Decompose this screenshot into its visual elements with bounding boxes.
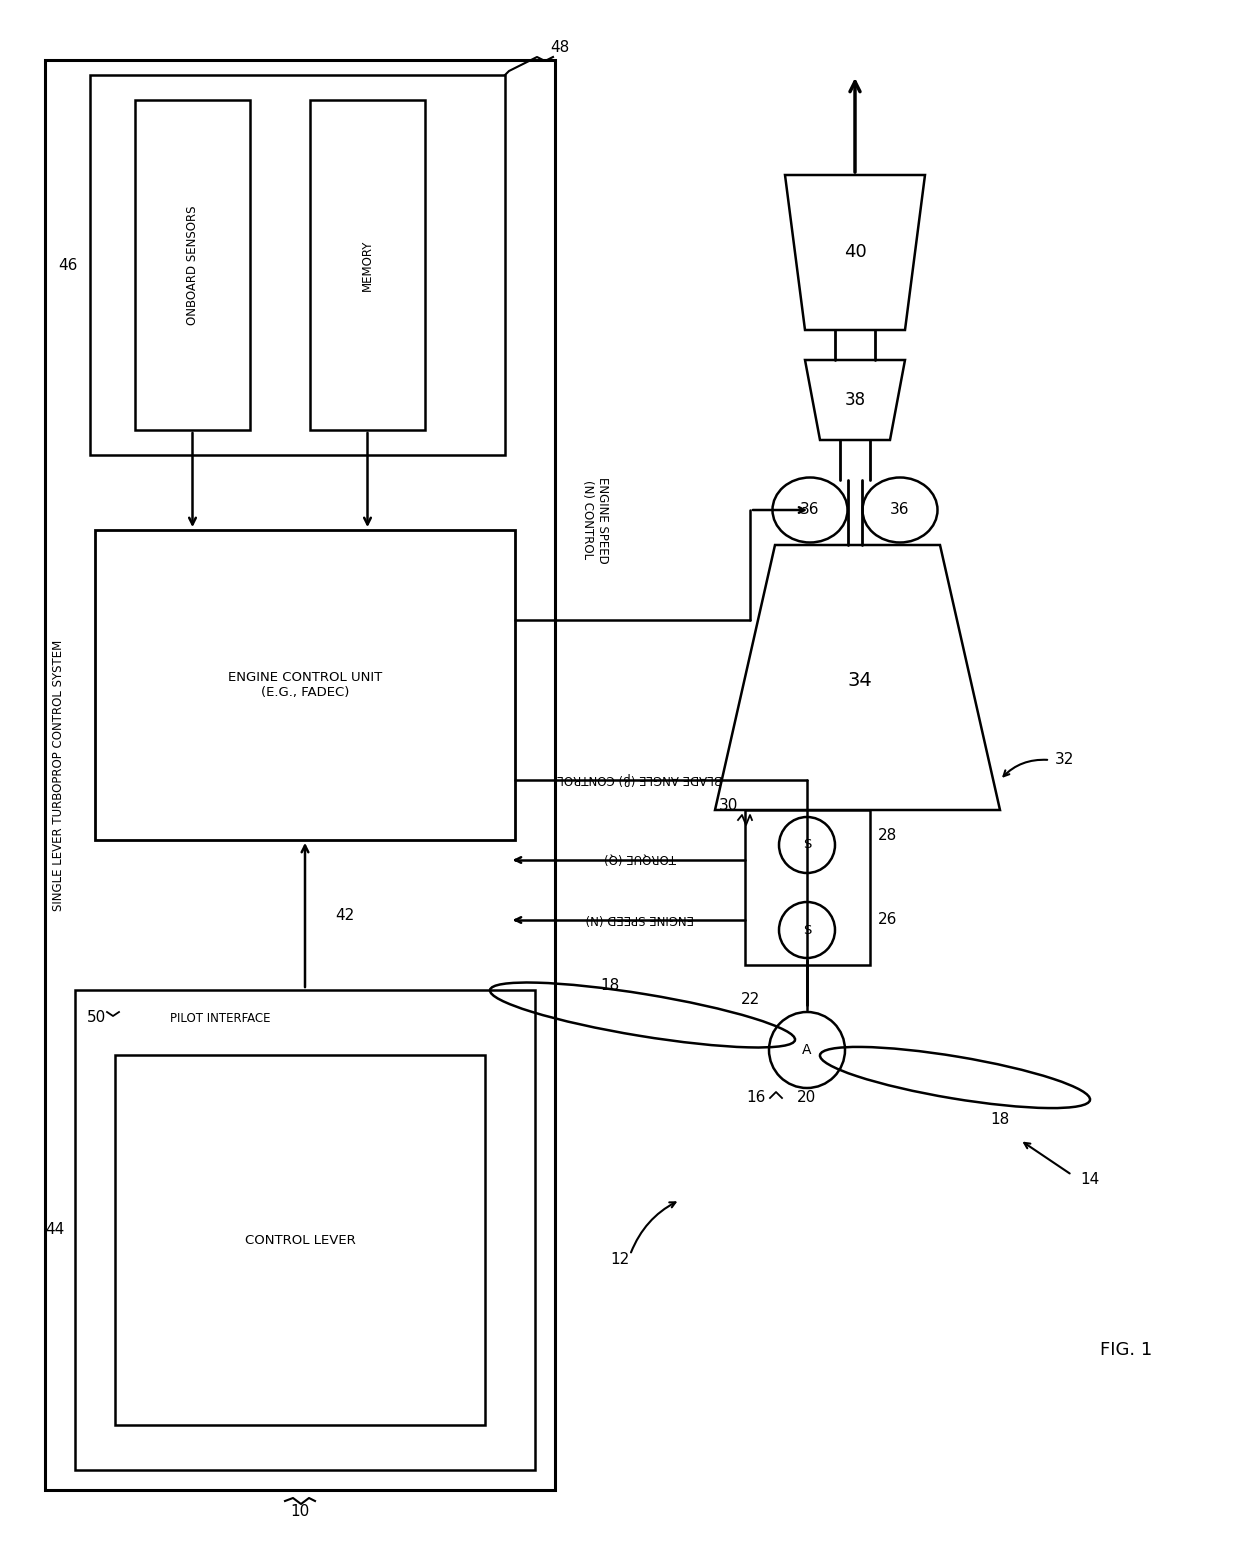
Text: 32: 32 bbox=[1055, 752, 1074, 768]
Text: 38: 38 bbox=[844, 392, 866, 409]
Bar bbox=[45, 60, 556, 1491]
Text: PILOT INTERFACE: PILOT INTERFACE bbox=[170, 1011, 270, 1025]
Bar bbox=[310, 101, 425, 430]
Text: S: S bbox=[802, 839, 811, 851]
Text: S: S bbox=[802, 924, 811, 937]
Text: ENGINE SPEED
(N) CONTROL: ENGINE SPEED (N) CONTROL bbox=[582, 477, 609, 563]
Text: 48: 48 bbox=[551, 40, 569, 54]
Text: ENGINE CONTROL UNIT
(E.G., FADEC): ENGINE CONTROL UNIT (E.G., FADEC) bbox=[228, 670, 382, 700]
Text: 34: 34 bbox=[848, 670, 873, 689]
Text: 44: 44 bbox=[46, 1223, 64, 1237]
Text: 20: 20 bbox=[797, 1090, 817, 1105]
Text: 10: 10 bbox=[290, 1505, 310, 1520]
Text: ONBOARD SENSORS: ONBOARD SENSORS bbox=[186, 206, 198, 325]
Text: SINGLE LEVER TURBOPROP CONTROL SYSTEM: SINGLE LEVER TURBOPROP CONTROL SYSTEM bbox=[52, 639, 66, 910]
Text: 36: 36 bbox=[800, 503, 820, 517]
Text: 46: 46 bbox=[58, 257, 78, 272]
Text: 50: 50 bbox=[87, 1011, 107, 1025]
Text: 22: 22 bbox=[740, 992, 760, 1008]
Text: 40: 40 bbox=[843, 243, 867, 262]
Text: 12: 12 bbox=[610, 1252, 630, 1268]
Text: 26: 26 bbox=[878, 912, 898, 927]
Text: 42: 42 bbox=[335, 907, 355, 923]
Text: BLADE ANGLE (β) CONTROL: BLADE ANGLE (β) CONTROL bbox=[558, 771, 723, 785]
Bar bbox=[115, 1056, 485, 1426]
Text: 18: 18 bbox=[600, 977, 620, 992]
Text: 36: 36 bbox=[890, 503, 910, 517]
Text: 16: 16 bbox=[746, 1090, 765, 1105]
Text: 14: 14 bbox=[1080, 1172, 1099, 1187]
Text: FIG. 1: FIG. 1 bbox=[1100, 1341, 1152, 1359]
Text: TORQUE (Q): TORQUE (Q) bbox=[604, 851, 676, 864]
Bar bbox=[91, 74, 505, 455]
Text: CONTROL LEVER: CONTROL LEVER bbox=[244, 1234, 356, 1246]
Bar bbox=[74, 991, 534, 1471]
Text: 18: 18 bbox=[991, 1113, 1009, 1127]
Text: A: A bbox=[802, 1043, 812, 1057]
Bar bbox=[745, 810, 870, 964]
Text: MEMORY: MEMORY bbox=[361, 240, 374, 291]
Text: 28: 28 bbox=[878, 828, 898, 842]
Text: 30: 30 bbox=[719, 797, 738, 813]
Bar bbox=[135, 101, 250, 430]
Text: ENGINE SPEED (N): ENGINE SPEED (N) bbox=[585, 912, 694, 924]
Bar bbox=[95, 529, 515, 841]
